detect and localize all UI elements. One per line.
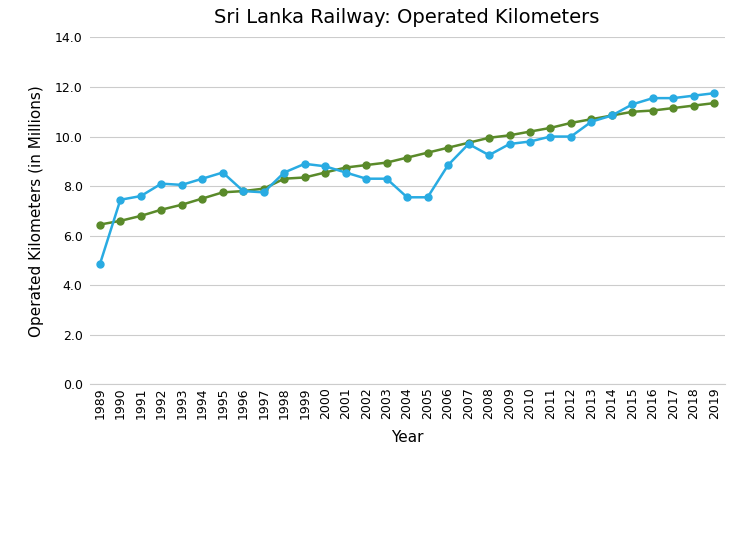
Line: Operated Kilometers (in millions): Operated Kilometers (in millions) [96,90,718,268]
X-axis label: Year: Year [391,430,424,445]
Title: Sri Lanka Railway: Operated Kilometers: Sri Lanka Railway: Operated Kilometers [214,9,600,27]
Predicted Operated Kilometers (in millions) [218,189,227,195]
Operated Kilometers (in millions) [444,162,453,168]
Operated Kilometers (in millions) [464,141,473,147]
Predicted Operated Kilometers (in millions) [710,100,719,106]
Predicted Operated Kilometers (in millions) [546,124,555,131]
Operated Kilometers (in millions) [485,152,494,159]
Predicted Operated Kilometers (in millions) [177,201,186,208]
Predicted Operated Kilometers (in millions) [320,169,329,176]
Predicted Operated Kilometers (in millions) [444,145,453,151]
Operated Kilometers (in millions) [382,176,391,182]
Operated Kilometers (in millions) [607,112,616,119]
Predicted Operated Kilometers (in millions) [116,218,125,224]
Predicted Operated Kilometers (in millions) [279,176,288,182]
Operated Kilometers (in millions) [628,101,637,107]
Operated Kilometers (in millions) [648,95,657,101]
Predicted Operated Kilometers (in millions) [485,135,494,141]
Operated Kilometers (in millions) [505,141,514,147]
Predicted Operated Kilometers (in millions) [607,112,616,119]
Operated Kilometers (in millions) [669,95,678,101]
Predicted Operated Kilometers (in millions) [137,213,146,219]
Operated Kilometers (in millions) [198,176,207,182]
Operated Kilometers (in millions) [320,163,329,169]
Operated Kilometers (in millions) [300,161,309,167]
Operated Kilometers (in millions) [157,180,166,187]
Predicted Operated Kilometers (in millions) [423,150,432,156]
Operated Kilometers (in millions) [689,92,698,99]
Operated Kilometers (in millions) [566,134,575,140]
Operated Kilometers (in millions) [423,194,432,200]
Predicted Operated Kilometers (in millions) [505,132,514,138]
Predicted Operated Kilometers (in millions) [648,107,657,114]
Predicted Operated Kilometers (in millions) [382,159,391,166]
Predicted Operated Kilometers (in millions) [689,103,698,109]
Operated Kilometers (in millions) [362,176,371,182]
Operated Kilometers (in millions) [259,189,268,195]
Operated Kilometers (in millions) [96,261,105,268]
Predicted Operated Kilometers (in millions) [157,207,166,213]
Line: Predicted Operated Kilometers (in millions): Predicted Operated Kilometers (in millio… [96,100,718,228]
Operated Kilometers (in millions) [239,188,248,194]
Predicted Operated Kilometers (in millions) [341,164,350,171]
Predicted Operated Kilometers (in millions) [259,185,268,192]
Operated Kilometers (in millions) [218,169,227,176]
Operated Kilometers (in millions) [403,194,412,200]
Predicted Operated Kilometers (in millions) [239,188,248,194]
Operated Kilometers (in millions) [526,138,535,145]
Operated Kilometers (in millions) [587,119,596,125]
Predicted Operated Kilometers (in millions) [403,154,412,161]
Predicted Operated Kilometers (in millions) [526,128,535,135]
Predicted Operated Kilometers (in millions) [566,120,575,126]
Operated Kilometers (in millions) [137,193,146,199]
Predicted Operated Kilometers (in millions) [464,139,473,146]
Predicted Operated Kilometers (in millions) [300,174,309,180]
Operated Kilometers (in millions) [177,182,186,188]
Predicted Operated Kilometers (in millions) [96,222,105,228]
Operated Kilometers (in millions) [341,169,350,176]
Operated Kilometers (in millions) [116,197,125,203]
Predicted Operated Kilometers (in millions) [669,105,678,111]
Predicted Operated Kilometers (in millions) [587,116,596,122]
Operated Kilometers (in millions) [546,134,555,140]
Predicted Operated Kilometers (in millions) [198,195,207,202]
Y-axis label: Operated Kilometers (in Millions): Operated Kilometers (in Millions) [28,85,44,337]
Predicted Operated Kilometers (in millions) [628,108,637,115]
Operated Kilometers (in millions) [710,90,719,96]
Operated Kilometers (in millions) [279,169,288,176]
Predicted Operated Kilometers (in millions) [362,162,371,168]
